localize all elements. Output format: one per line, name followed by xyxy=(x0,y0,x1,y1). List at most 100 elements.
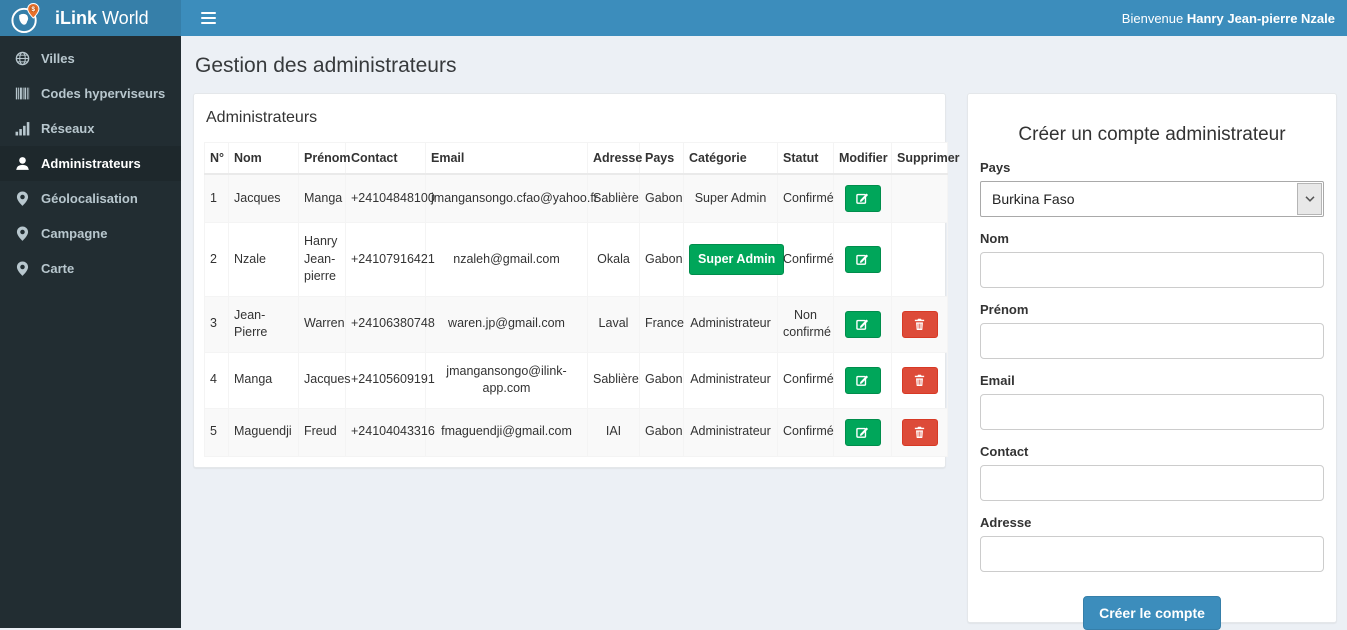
sidebar-item-label: Administrateurs xyxy=(41,156,141,171)
table-header-row: N° Nom Prénom Contact Email Adresse Pays Catégo… xyxy=(204,142,960,175)
create-account-button[interactable]: Créer le compte xyxy=(1083,596,1221,630)
cell-email: nzaleh@gmail.com xyxy=(425,222,588,297)
cell-statut: Non confirmé xyxy=(777,295,834,353)
column-header-pays: Pays xyxy=(639,142,684,175)
table-row: 3 Jean-Pierre Warren +24106380748 waren.jp@g… xyxy=(204,295,948,353)
map-marker-icon xyxy=(15,226,30,241)
cell-adresse: Sablière xyxy=(587,351,640,409)
sidebar-item-label: Campagne xyxy=(41,226,108,241)
cell-supprimer xyxy=(891,407,948,457)
nom-label: Nom xyxy=(980,231,1009,246)
cell-nom: Maguendji xyxy=(228,407,299,457)
cell-pays: Gabon xyxy=(639,407,684,457)
contact-input[interactable] xyxy=(980,465,1324,501)
cell-nom: Nzale xyxy=(228,222,299,297)
column-header-nom: Nom xyxy=(228,142,299,175)
barcode-icon xyxy=(15,86,30,101)
cell-adresse: IAI xyxy=(587,407,640,457)
sidebar-item-campagne[interactable]: Campagne xyxy=(0,216,181,251)
table-row: 4 Manga Jacques +24105609191 jmangansongo@il… xyxy=(204,351,948,409)
delete-button[interactable] xyxy=(901,418,938,446)
edit-icon xyxy=(856,318,869,330)
column-header-modifier: Modifier xyxy=(833,142,892,175)
super-admin-badge-button[interactable]: Super Admin xyxy=(689,243,785,275)
cell-num: 1 xyxy=(204,173,229,223)
contact-label: Contact xyxy=(980,444,1029,459)
column-header-contact: Contact xyxy=(345,142,426,175)
cell-supprimer xyxy=(891,351,948,409)
edit-button[interactable] xyxy=(844,245,881,273)
user-icon xyxy=(15,156,30,171)
sidebar-item-carte[interactable]: Carte xyxy=(0,251,181,286)
cell-contact: +24106380748 xyxy=(345,295,435,353)
column-header-statut: Statut xyxy=(777,142,834,175)
pays-label: Pays xyxy=(980,160,1011,175)
cell-categorie: Administrateur xyxy=(683,407,778,457)
cell-email: waren.jp@gmail.com xyxy=(425,295,588,353)
edit-button[interactable] xyxy=(844,310,881,338)
adresse-input[interactable] xyxy=(980,536,1324,572)
cell-categorie: Administrateur xyxy=(683,295,778,353)
edit-button[interactable] xyxy=(844,185,881,212)
prenom-label: Prénom xyxy=(980,302,1029,317)
cell-pays: Gabon xyxy=(639,351,684,409)
sidebar-item-label: Réseaux xyxy=(41,121,95,136)
administrators-panel: Administrateurs N° Nom Prénom Contact Email A… xyxy=(193,93,960,468)
panel-title: Administrateurs xyxy=(206,109,318,126)
column-header-supprimer: Supprimer xyxy=(891,142,960,175)
sidebar-item-geolocalisation[interactable]: Géolocalisation xyxy=(0,181,181,216)
delete-button[interactable] xyxy=(901,310,938,338)
top-navbar: $ iLink World Bienvenue Hanry Jean-pierr… xyxy=(0,0,1347,36)
welcome-text: Bienvenue Hanry Jean-pierre Nzale xyxy=(1121,10,1335,26)
cell-modifier xyxy=(833,407,892,457)
edit-icon xyxy=(856,254,869,265)
email-input[interactable] xyxy=(980,394,1324,430)
cell-categorie: Administrateur xyxy=(683,351,778,409)
main-content: Gestion des administrateurs Administrate… xyxy=(181,36,1347,630)
pays-select[interactable]: Burkina Faso xyxy=(980,181,1324,217)
sidebar-item-label: Géolocalisation xyxy=(41,191,138,206)
create-admin-panel: Créer un compte administrateur Pays Burki… xyxy=(967,93,1337,630)
cell-nom: Jean-Pierre xyxy=(228,295,299,353)
map-marker-icon xyxy=(15,191,30,206)
sidebar-item-administrateurs[interactable]: Administrateurs xyxy=(0,146,181,181)
navbar: Bienvenue Hanry Jean-pierre Nzale xyxy=(181,0,1347,36)
menu-toggle-button[interactable] xyxy=(197,7,220,29)
edit-icon xyxy=(856,426,869,438)
nom-input[interactable] xyxy=(980,252,1324,288)
trash-icon xyxy=(914,374,925,387)
delete-button[interactable] xyxy=(901,366,938,394)
cell-adresse: Laval xyxy=(587,295,640,353)
sidebar-item-villes[interactable]: Villes xyxy=(0,41,181,76)
administrators-table: N° Nom Prénom Contact Email Adresse Pays Catégo… xyxy=(204,142,960,457)
prenom-input[interactable] xyxy=(980,323,1324,359)
edit-button[interactable] xyxy=(844,418,881,446)
edit-icon xyxy=(856,374,869,386)
sidebar-item-codes-hyperviseurs[interactable]: Codes hyperviseurs xyxy=(0,76,181,111)
cell-statut: Confirmé xyxy=(777,351,834,409)
cell-num: 3 xyxy=(204,295,229,353)
cell-modifier xyxy=(833,222,892,297)
column-header-n: N° xyxy=(204,142,229,175)
cell-categorie: Super Admin xyxy=(683,173,778,223)
cell-modifier xyxy=(833,295,892,353)
cell-nom: Jacques xyxy=(228,173,299,223)
sidebar-item-reseaux[interactable]: Réseaux xyxy=(0,111,181,146)
cell-statut: Confirmé xyxy=(777,173,834,223)
edit-button[interactable] xyxy=(844,366,881,394)
table-row: 2 Nzale Hanry Jean-pierre +24107916421 nzale… xyxy=(204,222,948,297)
cell-contact: +24105609191 xyxy=(345,351,435,409)
email-label: Email xyxy=(980,373,1015,388)
edit-icon xyxy=(856,193,869,204)
brand-logo[interactable]: $ iLink World xyxy=(0,0,181,36)
trash-icon xyxy=(914,426,925,439)
chevron-down-icon xyxy=(1297,183,1322,215)
cell-statut: Confirmé xyxy=(777,407,834,457)
svg-text:$: $ xyxy=(32,6,36,13)
cell-modifier xyxy=(833,173,892,223)
globe-icon xyxy=(15,51,30,66)
cell-contact: +24104043316 xyxy=(345,407,435,457)
app-title: iLink World xyxy=(55,7,149,28)
cell-prenom: Warren xyxy=(298,295,346,353)
cell-contact: +24104848100 xyxy=(345,173,435,223)
